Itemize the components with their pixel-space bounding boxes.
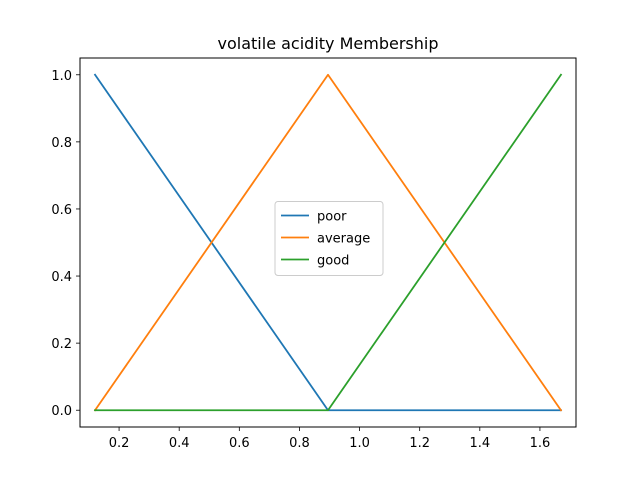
legend: poor average good bbox=[274, 201, 384, 276]
y-tick-label: 0.6 bbox=[51, 203, 72, 218]
x-tick-label: 0.8 bbox=[289, 436, 310, 451]
y-axis: 0.0 0.2 0.4 0.6 0.8 1.0 bbox=[51, 69, 80, 419]
legend-label-good: good bbox=[317, 254, 349, 269]
y-tick-label: 1.0 bbox=[51, 69, 72, 84]
plot-lines bbox=[93, 73, 563, 412]
y-tick-label: 0.0 bbox=[51, 404, 72, 419]
y-tick-label: 0.2 bbox=[51, 337, 72, 352]
x-axis: 0.2 0.4 0.6 0.8 1.0 1.2 1.4 1.6 bbox=[109, 427, 551, 451]
y-tick-label: 0.4 bbox=[51, 270, 72, 285]
x-tick-label: 0.4 bbox=[169, 436, 190, 451]
x-tick-label: 1.0 bbox=[349, 436, 370, 451]
plot-frame bbox=[79, 57, 577, 428]
series-line-average bbox=[93, 73, 563, 412]
x-tick-label: 0.6 bbox=[229, 436, 250, 451]
legend-label-poor: poor bbox=[317, 210, 347, 225]
legend-box bbox=[274, 201, 384, 276]
chart-title: volatile acidity Membership bbox=[218, 34, 439, 53]
x-tick-label: 1.4 bbox=[469, 436, 490, 451]
y-tick-label: 0.8 bbox=[51, 136, 72, 151]
legend-label-average: average bbox=[317, 232, 370, 247]
x-tick-label: 1.2 bbox=[409, 436, 430, 451]
x-tick-label: 1.6 bbox=[530, 436, 551, 451]
x-tick-label: 0.2 bbox=[109, 436, 130, 451]
series-line-good bbox=[94, 73, 563, 412]
